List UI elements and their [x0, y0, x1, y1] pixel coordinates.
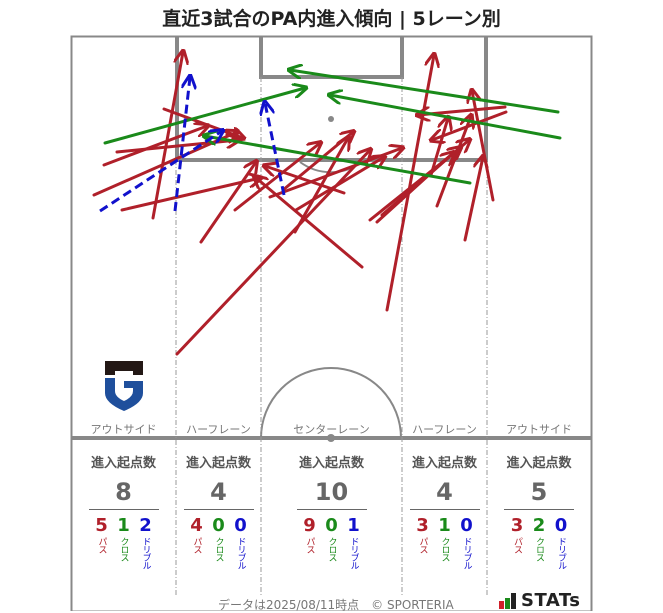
pass-arrow — [265, 166, 346, 195]
cross-arrow — [103, 88, 305, 145]
stats-brand-logo: STATs — [499, 590, 580, 611]
stat-header: 進入起点数 — [506, 456, 572, 471]
pass-arrow — [120, 178, 260, 212]
bar-chart-icon — [499, 592, 516, 609]
page-title: 直近3試合のPA内進入傾向 | 5レーン別 — [162, 8, 501, 30]
pass-arrow — [435, 116, 471, 208]
pass-arrow — [151, 52, 183, 220]
cross-arrows — [103, 70, 562, 185]
divider — [183, 509, 254, 510]
pass-arrow — [199, 162, 256, 244]
pass-arrow — [432, 110, 508, 140]
divider — [409, 509, 480, 510]
lane-stats-right-outside: 進入起点数 5 3 パス 2 クロス 0 ドリブル — [487, 452, 591, 569]
pass-arrow — [268, 148, 402, 199]
stat-total: 4 — [210, 478, 227, 506]
pass-label: パス — [304, 537, 315, 553]
divider — [88, 509, 159, 510]
goal-area — [259, 36, 404, 79]
pass-count: 4 — [190, 515, 203, 536]
lane-label-center: センターレーン — [293, 423, 370, 436]
penalty-spot — [328, 116, 334, 122]
pass-arrow — [162, 107, 243, 138]
dribble-arrow — [99, 131, 222, 213]
dribble-label: ドリブル — [461, 537, 472, 569]
cross-label: クロス — [534, 537, 544, 561]
pass-arrow — [380, 140, 469, 217]
center-circle — [260, 367, 402, 439]
lane-label-left-halfspace: ハーフレーン — [186, 423, 251, 436]
pass-arrow — [463, 157, 483, 242]
brand-text: STATs — [521, 590, 581, 611]
pass-label: パス — [512, 537, 522, 553]
pass-arrows — [92, 52, 508, 356]
stat-total: 5 — [530, 478, 548, 506]
team-logo-icon — [105, 361, 143, 411]
footer-note: データは2025/08/11時点 © SPORTERIA — [218, 598, 454, 612]
lane-label-right-halfspace: ハーフレーン — [412, 423, 477, 436]
pass-arrow — [429, 118, 448, 177]
cross-label: クロス — [118, 537, 129, 561]
pass-count: 9 — [303, 515, 316, 536]
lane-label-left-outside: アウトサイド — [90, 423, 157, 436]
dribble-arrow — [173, 77, 190, 212]
cross-count: 1 — [438, 515, 451, 536]
stat-total: 10 — [314, 478, 349, 506]
lane-stats-right-halfspace: 進入起点数 4 3 パス 1 クロス 0 ドリブル — [402, 452, 487, 569]
pass-arrow — [281, 132, 353, 192]
stat-header: 進入起点数 — [90, 456, 156, 471]
dribble-count: 2 — [139, 515, 152, 536]
dribble-label: ドリブル — [235, 537, 246, 569]
stat-total: 8 — [115, 478, 132, 506]
dribble-count: 1 — [347, 515, 360, 536]
divider — [504, 509, 574, 510]
dribble-arrows — [99, 77, 286, 213]
pass-label: パス — [96, 537, 107, 553]
cross-label: クロス — [213, 537, 224, 561]
lane-label-right-outside: アウトサイド — [506, 423, 572, 436]
cross-arrow — [330, 95, 562, 140]
pass-arrow — [255, 177, 364, 269]
pass-arrow — [385, 55, 434, 312]
lane-stats-left-outside: 進入起点数 8 5 パス 1 クロス 2 ドリブル — [71, 452, 176, 569]
center-spot — [327, 434, 335, 442]
dribble-count: 0 — [234, 515, 247, 536]
dribble-arrow — [265, 103, 286, 196]
cross-label: クロス — [326, 537, 337, 561]
stat-total: 4 — [436, 478, 453, 506]
lane-stats-left-halfspace: 進入起点数 4 4 パス 0 クロス 0 ドリブル — [176, 452, 261, 569]
cross-label: クロス — [439, 537, 450, 561]
lane-dividers — [175, 77, 488, 595]
cross-count: 0 — [212, 515, 225, 536]
stat-header: 進入起点数 — [298, 456, 364, 471]
dribble-label: ドリブル — [140, 537, 151, 569]
dribble-count: 0 — [460, 515, 473, 536]
stat-header: 進入起点数 — [185, 456, 251, 471]
pass-count: 3 — [416, 515, 429, 536]
lane-stats-center: 進入起点数 10 9 パス 0 クロス 1 ドリブル — [261, 452, 402, 569]
cross-arrow — [290, 70, 560, 114]
penalty-area — [175, 36, 488, 162]
dribble-label: ドリブル — [348, 537, 359, 569]
cross-count: 2 — [532, 515, 546, 536]
pass-label: パス — [417, 537, 428, 553]
dribble-label: ドリブル — [556, 537, 566, 569]
divider — [296, 509, 367, 510]
pass-count: 3 — [510, 515, 524, 536]
dribble-count: 0 — [554, 515, 568, 536]
stat-header: 進入起点数 — [411, 456, 477, 471]
pass-label: パス — [191, 537, 202, 553]
cross-arrow — [205, 136, 472, 185]
pass-count: 5 — [95, 515, 108, 536]
cross-count: 0 — [325, 515, 338, 536]
pass-arrow — [102, 126, 207, 167]
cross-count: 1 — [117, 515, 130, 536]
pitch-boundary — [70, 35, 593, 611]
